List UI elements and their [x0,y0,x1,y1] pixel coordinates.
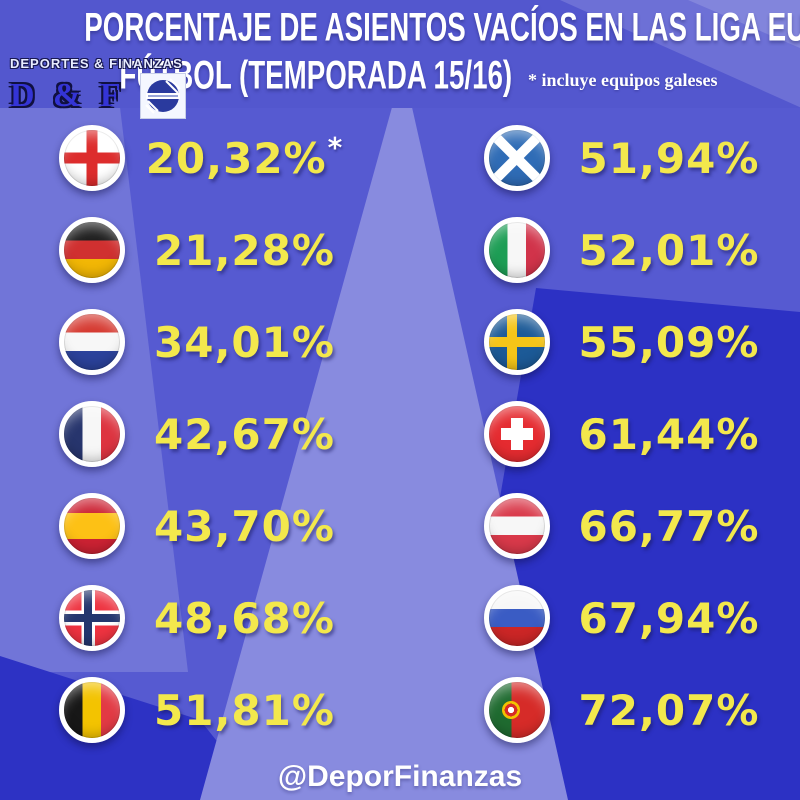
deportes-finanzas-crest-icon [139,73,186,119]
austria-flag-icon [484,493,550,559]
empty-seats-value-netherlands: 34,01% [154,317,335,367]
league-row-scotland: 51,94% [400,112,800,204]
league-row-netherlands: 34,01% [0,296,400,388]
empty-seats-value-russia: 67,94% [578,593,760,643]
league-row-belgium: 51,81% [0,664,400,756]
germany-flag-icon [59,217,125,283]
logo-initials: D & F [10,77,126,114]
empty-seats-value-sweden: 55,09% [578,317,760,367]
right-column: 51,94% 52,01% 55,09% 61,44% 66,77% 67,94… [400,112,800,756]
league-row-france: 42,67% [0,388,400,480]
league-row-russia: 67,94% [400,572,800,664]
league-row-switzerland: 61,44% [400,388,800,480]
italy-flag-icon [484,217,550,283]
spain-flag-icon [59,493,125,559]
empty-seats-value-belgium: 51,81% [154,685,335,735]
empty-seats-value-spain: 43,70% [154,501,335,551]
empty-seats-value-norway: 48,68% [154,593,335,643]
league-row-england: 20,32%* [0,112,400,204]
empty-seats-value-france: 42,67% [154,409,335,459]
norway-flag-icon [59,585,125,651]
empty-seats-value-austria: 66,77% [578,501,760,551]
value-text: 20,32% [145,133,327,183]
logo-row: D & F [10,73,186,119]
scotland-flag-icon [484,125,550,191]
footer: @DeporFinanzas [0,760,800,794]
empty-seats-value-germany: 21,28% [154,225,335,275]
league-row-portugal: 72,07% [400,664,800,756]
asterisk-mark: * [327,130,344,164]
social-handle: @DeporFinanzas [277,760,523,793]
russia-flag-icon [484,585,550,651]
empty-seats-value-portugal: 72,07% [578,685,760,735]
league-row-sweden: 55,09% [400,296,800,388]
league-row-italy: 52,01% [400,204,800,296]
empty-seats-value-switzerland: 61,44% [578,409,760,459]
title-footnote: * incluye equipos galeses [528,70,718,90]
league-row-norway: 48,68% [0,572,400,664]
logo-brand-text: DEPORTES & FINANZAS [10,56,183,71]
portugal-flag-icon [484,677,550,743]
league-row-spain: 43,70% [0,480,400,572]
empty-seats-value-scotland: 51,94% [578,133,760,183]
france-flag-icon [59,401,125,467]
england-flag-icon [59,125,125,191]
league-row-germany: 21,28% [0,204,400,296]
league-row-austria: 66,77% [400,480,800,572]
belgium-flag-icon [59,677,125,743]
crest-svg [144,78,181,114]
empty-seats-value-italy: 52,01% [578,225,760,275]
league-grid: 20,32%* 21,28% 34,01% 42,67% 43,70% 48,6… [0,112,800,756]
switzerland-flag-icon [484,401,550,467]
netherlands-flag-icon [59,309,125,375]
page-title-line1: PORCENTAJE DE ASIENTOS VACÍOS EN LAS LIG… [84,3,800,49]
sweden-flag-icon [484,309,550,375]
empty-seats-value-england: 20,32%* [125,130,400,183]
left-column: 20,32%* 21,28% 34,01% 42,67% 43,70% 48,6… [0,112,400,756]
title-line-1-wrap: PORCENTAJE DE ASIENTOS VACÍOS EN LAS LIG… [0,4,800,49]
deportes-finanzas-logo: DEPORTES & FINANZAS D & F [10,56,186,119]
